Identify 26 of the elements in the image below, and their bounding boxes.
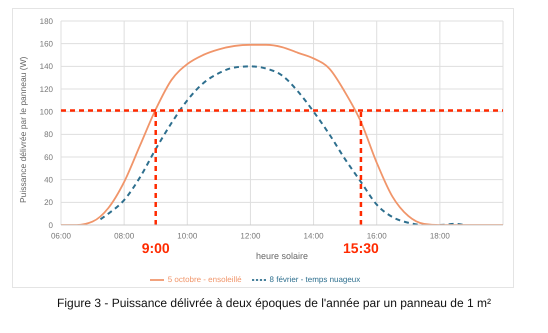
x-tick-label: 18:00 bbox=[430, 232, 450, 241]
x-tick-label: 06:00 bbox=[50, 232, 72, 241]
text: Figure 3 - Puissance délivrée à deux époques de l'année par un panneau de 1 m² bbox=[56, 296, 492, 310]
x-tick-label: 10:00 bbox=[177, 232, 198, 241]
y-tick-label: 180 bbox=[40, 16, 54, 26]
y-tick-label: 60 bbox=[44, 152, 54, 162]
legend-label: 8 février - temps nuageux bbox=[270, 275, 360, 284]
y-tick-label: 140 bbox=[40, 62, 54, 72]
y-tick-label: 0 bbox=[48, 220, 54, 230]
ref-line-label: 9:00 bbox=[142, 240, 170, 256]
line-series bbox=[61, 44, 503, 225]
x-axis-title: heure solaire bbox=[256, 251, 308, 261]
x-tick-label: 14:00 bbox=[304, 232, 324, 241]
ref-line-label: 15:30 bbox=[343, 240, 380, 256]
x-tick-label: 12:00 bbox=[240, 232, 261, 241]
y-tick-label: 100 bbox=[40, 108, 54, 117]
x-tick-label: 16:00 bbox=[366, 232, 388, 241]
y-tick-label: 160 bbox=[40, 40, 54, 49]
y-tick-label: 40 bbox=[44, 176, 54, 185]
y-axis-title: Puissance délivrée par le panneau (W) bbox=[18, 56, 28, 203]
y-tick-label: 80 bbox=[44, 130, 54, 140]
line-series bbox=[99, 65, 465, 225]
x-tick-label: 08:00 bbox=[114, 232, 135, 241]
y-tick-label: 20 bbox=[44, 198, 54, 208]
legend-label: 5 octobre - ensoleillé bbox=[168, 275, 242, 284]
y-tick-label: 120 bbox=[40, 84, 54, 94]
